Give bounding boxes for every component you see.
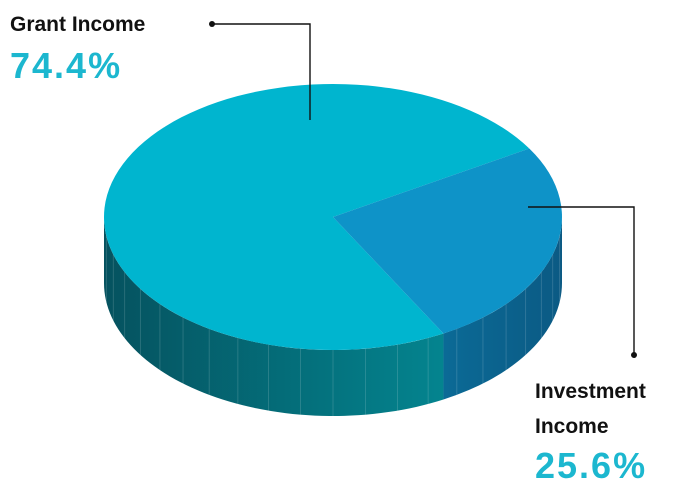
category-label-investment-income-line1: Investment [535,380,646,403]
category-label-grant-income: Grant Income [10,13,145,36]
pie-top [103,83,562,350]
pie-slice-grant-income [103,83,530,350]
pie-slice-investment-income [333,148,562,334]
label-investment-income: Investment Income 25.6% [535,380,647,485]
pie-side-walls [104,217,562,416]
leader-line-investment-income [528,206,635,355]
value-label-grant-income: 74.4% [10,45,122,86]
pie-side-grant-income [104,217,444,416]
category-label-investment-income-line2: Income [535,415,609,438]
leader-dot-investment-income [631,352,637,358]
leader-line-grant-income [212,23,311,120]
pie-side-investment-income [443,217,562,400]
leader-lines [209,21,637,358]
label-grant-income: Grant Income 74.4% [10,13,145,86]
leader-dot-grant-income [209,21,215,27]
value-label-investment-income: 25.6% [535,445,647,485]
pie-side-facets [105,235,561,416]
